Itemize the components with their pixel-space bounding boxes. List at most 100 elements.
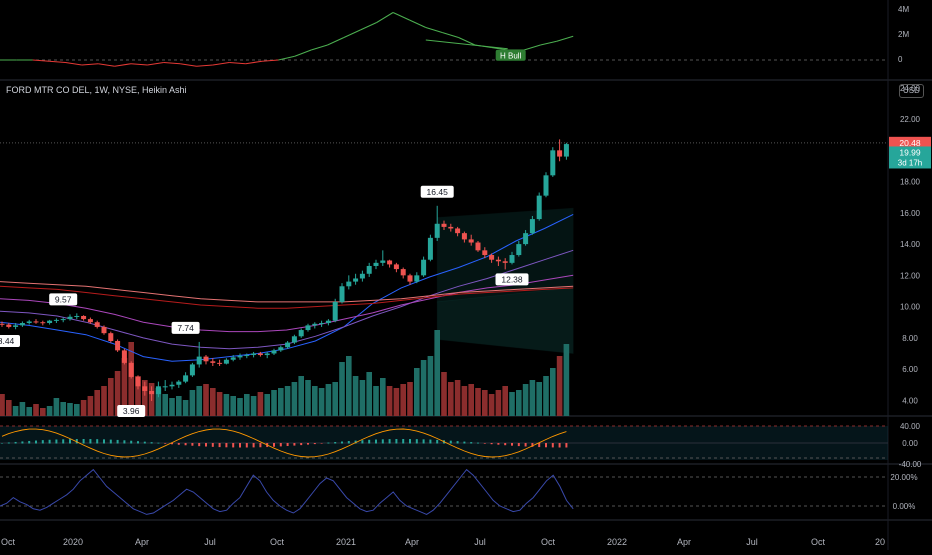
obv-line-segment	[311, 44, 328, 51]
candle-body	[407, 275, 413, 282]
volume-bar	[121, 358, 128, 416]
candle-body	[421, 259, 427, 276]
volume-bar	[203, 384, 209, 416]
candle-body	[189, 364, 195, 376]
obv-tick-label: 4M	[898, 5, 909, 14]
price-callout-label: 16.45	[427, 187, 449, 197]
oscillator-histogram-bar	[205, 443, 207, 447]
volume-bar	[216, 392, 223, 416]
price-callout-label: 8.44	[0, 336, 15, 346]
candle-body	[19, 323, 25, 326]
candle-body	[312, 323, 318, 326]
candle-body	[482, 250, 488, 256]
volume-bar	[0, 394, 5, 416]
volume-bar	[529, 380, 536, 416]
oscillator-histogram-bar	[273, 443, 275, 447]
candle-body	[67, 316, 73, 320]
volume-bar	[393, 388, 400, 416]
candle-body	[81, 315, 87, 320]
currency-button[interactable]: USD	[899, 84, 924, 98]
oscillator-histogram-bar	[504, 443, 507, 446]
volume-bar	[230, 396, 236, 416]
volume-bar	[495, 390, 502, 416]
oscillator-histogram-bar	[279, 443, 282, 447]
volume-bar	[346, 356, 352, 416]
oscillator-histogram-bar	[82, 439, 85, 444]
obv-line-segment	[229, 61, 246, 65]
volume-bar	[278, 388, 284, 416]
volume-bar	[80, 400, 87, 416]
oscillator-histogram-bar	[150, 442, 153, 444]
oscillator-histogram-bar	[300, 443, 303, 446]
obv-line-segment	[327, 36, 345, 46]
obv-line-segment	[458, 36, 476, 46]
candle-body	[400, 269, 406, 276]
oscillator-histogram-bar	[7, 442, 10, 444]
price-tick-label: 14.00	[900, 240, 921, 249]
current-price-label: 19.99	[899, 147, 921, 157]
volume-bar	[359, 380, 366, 416]
volume-bar	[461, 386, 468, 416]
oscillator-histogram-bar	[531, 443, 534, 447]
candle-body	[455, 228, 461, 234]
time-tick-label: Jul	[204, 537, 216, 547]
candle-body	[529, 219, 535, 234]
candle-body	[298, 330, 304, 337]
candle-body	[0, 323, 5, 325]
oscillator-histogram-bar	[171, 443, 173, 445]
obv-line-segment	[294, 49, 312, 57]
volume-bar	[182, 400, 189, 416]
volume-bar	[284, 386, 291, 416]
candle-body	[387, 260, 393, 265]
oscillator-histogram-bar	[218, 443, 221, 448]
time-axis: Oct 2020 Apr Jul Oct 2021 Apr Jul Oct 2022 Apr Jul O…	[1, 537, 885, 547]
oscillator-histogram-bar	[388, 439, 391, 444]
obv-line-segment	[491, 46, 508, 51]
oscillator-histogram-bar	[436, 439, 439, 444]
obv-line-segment	[261, 59, 279, 62]
volume-bar	[291, 382, 298, 416]
time-tick-label: Apr	[677, 537, 691, 547]
candle-body	[74, 315, 80, 317]
obv-line-segment	[245, 60, 263, 65]
volume-bar	[155, 388, 162, 416]
obv-line-segment	[556, 35, 574, 42]
volume-bar	[94, 390, 100, 416]
obv-line-segment	[130, 63, 148, 66]
volume-bar	[414, 368, 420, 416]
moving-average-line	[0, 274, 574, 333]
volume-bar	[244, 394, 250, 416]
volume-bar	[46, 406, 53, 416]
oscillator-histogram-bar	[177, 443, 180, 445]
oscillator-histogram-bar	[69, 439, 71, 444]
oscillator-histogram-bar	[341, 441, 343, 444]
oscillator-histogram-bar	[538, 443, 541, 448]
price-tick-label: 8.00	[902, 334, 918, 343]
candle-body	[244, 355, 250, 357]
volume-bar	[33, 404, 39, 416]
time-tick-label: Oct	[270, 537, 285, 547]
momentum-line	[0, 468, 574, 515]
volume-bar	[40, 408, 46, 416]
candle-body	[461, 233, 467, 240]
price-tick-label: 22.00	[900, 115, 921, 124]
candle-body	[448, 226, 454, 229]
price-callout	[420, 185, 454, 198]
volume-bar	[502, 386, 508, 416]
volume-bar	[74, 404, 80, 416]
candle-body	[142, 386, 148, 391]
candle-body	[434, 223, 440, 238]
candle-body	[26, 321, 32, 324]
volume-bar	[135, 376, 141, 416]
candle-body	[319, 323, 325, 325]
current-price-tag	[889, 146, 931, 169]
candle-body	[373, 262, 379, 266]
volume-bar	[26, 407, 32, 416]
volume-bar	[488, 394, 495, 416]
oscillator-histogram-bar	[252, 443, 255, 448]
oscillator-histogram-bar	[89, 439, 92, 444]
oscillator-histogram-bar	[211, 443, 214, 447]
oscillator-histogram-bar	[225, 443, 228, 448]
